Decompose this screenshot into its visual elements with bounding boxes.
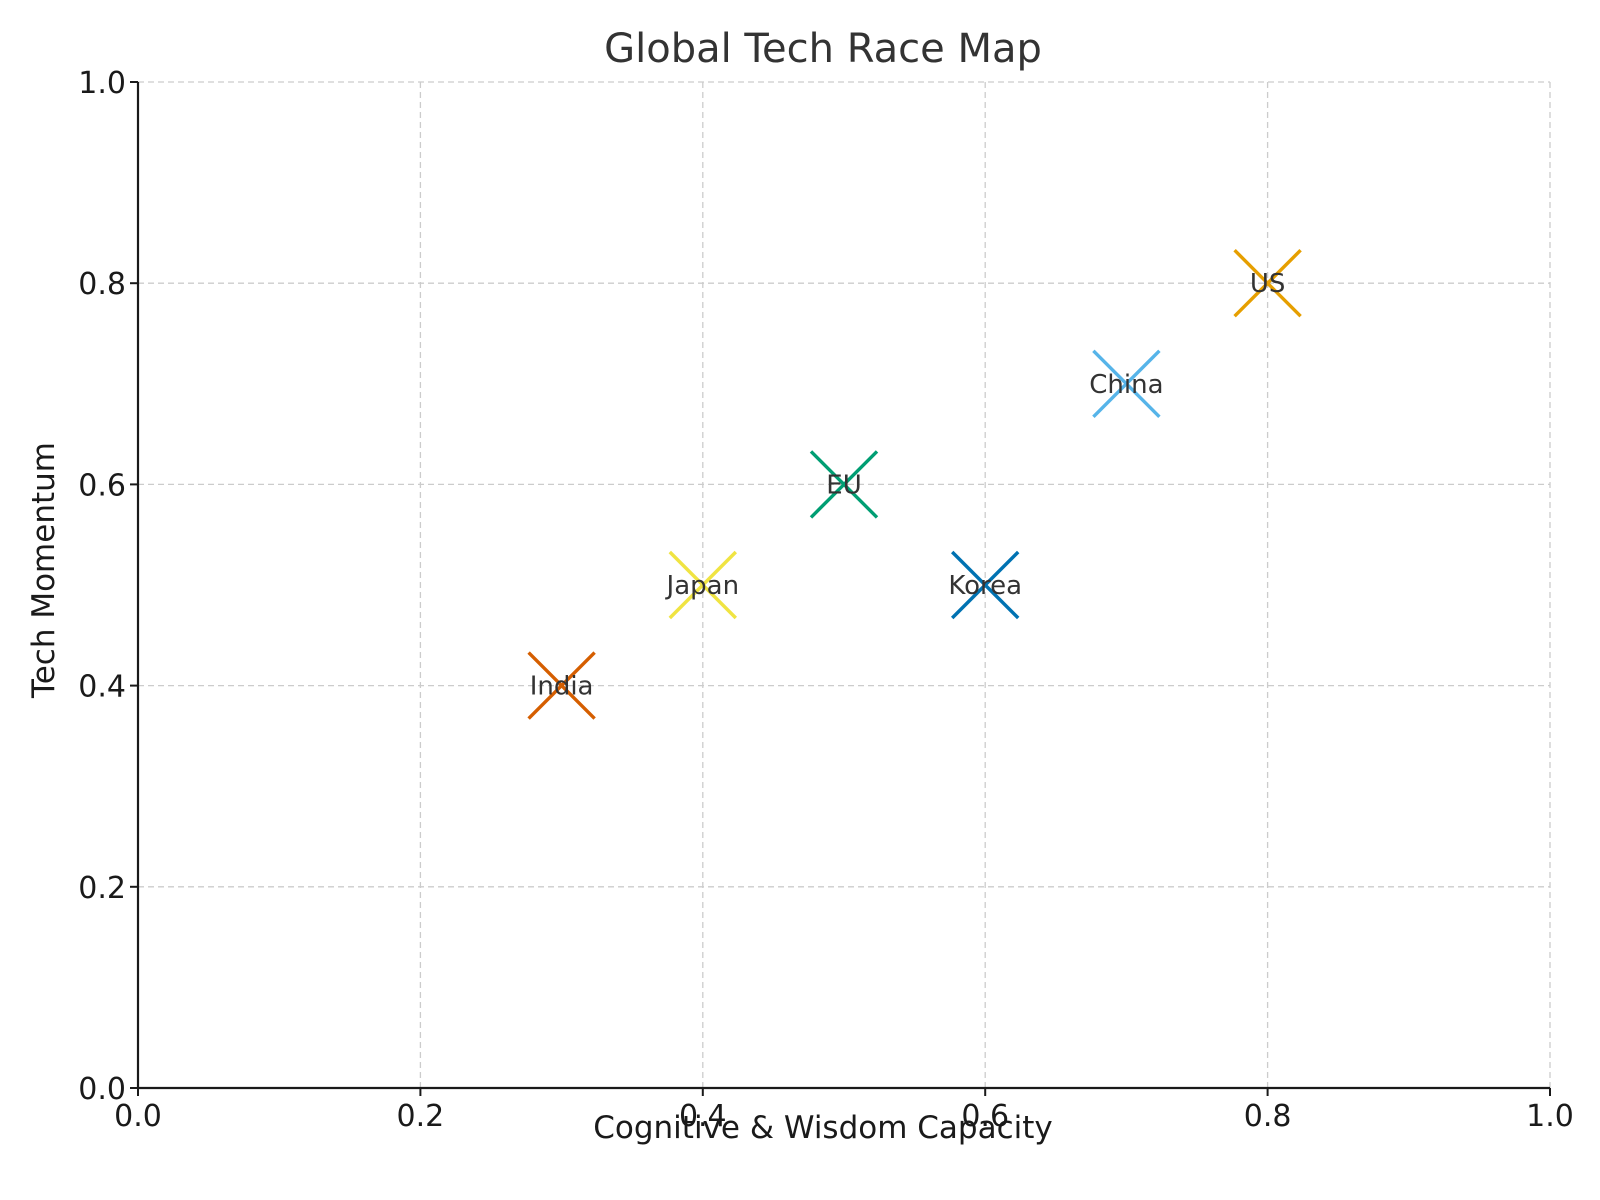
y-axis-label: Tech Momentum [26,442,62,699]
data-point: China [1089,349,1164,419]
axes-layer [136,82,1550,1090]
grid-layer [138,81,1551,1088]
point-label: China [1089,370,1163,400]
point-label: EU [826,470,861,500]
ticks-layer: 0.0 0.2 0.4 0.6 0.8 1.0 0.0 0.2 0.4 0.6 0.8 1.0 [78,66,1574,1134]
y-tick-label: 0.2 [78,871,126,906]
y-tick-label: 0.0 [78,1072,126,1107]
x-tick-label: 1.0 [1526,1099,1574,1134]
x-tick-label: 0.6 [961,1099,1009,1134]
x-tick-label: 0.4 [679,1099,727,1134]
chart-title: Global Tech Race Map [604,26,1042,72]
data-point: US [1233,248,1302,318]
x-marker [809,450,879,519]
y-tick-label: 0.6 [78,468,126,503]
points-layer: US China EU Japan Korea India [527,248,1302,720]
x-marker [527,651,596,720]
x-marker [950,550,1020,620]
data-point: EU [809,450,879,519]
point-label: Japan [665,571,740,601]
data-point: Korea [948,550,1022,620]
x-marker [1092,349,1161,419]
data-point: Japan [665,550,740,620]
y-tick-label: 0.8 [78,267,126,302]
x-axis-label: Cognitive & Wisdom Capacity [593,1110,1053,1146]
point-label: US [1250,269,1286,299]
point-label: India [530,672,594,702]
x-tick-label: 0.2 [397,1099,445,1134]
x-marker [1233,248,1302,318]
y-tick-label: 0.4 [78,670,126,705]
x-marker [668,550,738,620]
x-tick-label: 0.8 [1244,1099,1292,1134]
y-tick-label: 1.0 [78,66,126,101]
data-point: India [527,651,596,720]
x-tick-label: 0.0 [114,1099,162,1134]
point-label: Korea [948,571,1022,601]
